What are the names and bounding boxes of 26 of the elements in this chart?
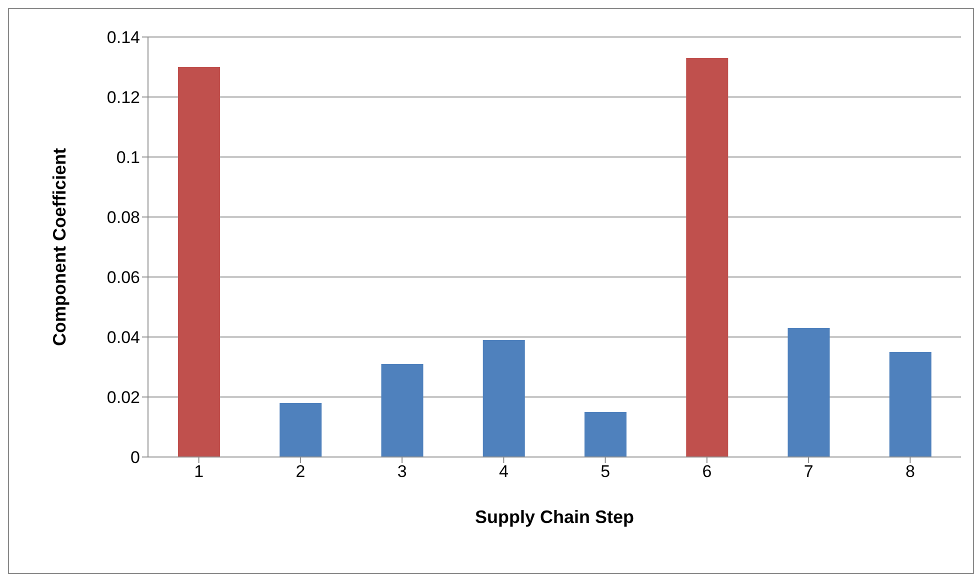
y-tick-label: 0.06 (106, 268, 140, 288)
bar (889, 352, 932, 457)
bar (584, 412, 626, 457)
x-tick-label: 1 (194, 462, 204, 482)
y-axis-title: Component Coefficient (49, 148, 70, 346)
x-tick-label: 3 (397, 462, 407, 482)
y-tick-label: 0.1 (116, 148, 140, 168)
bar (178, 67, 220, 457)
x-axis-title: Supply Chain Step (474, 507, 634, 527)
bar (686, 58, 728, 457)
y-tick-label: 0.12 (106, 88, 140, 108)
x-tick-label: 7 (804, 462, 814, 482)
y-tick-label: 0.04 (106, 328, 140, 348)
bar (280, 403, 322, 457)
x-tick-label: 8 (905, 462, 915, 482)
x-tick-label: 6 (702, 462, 712, 482)
y-tick-label: 0 (130, 448, 140, 468)
y-tick-label: 0.14 (106, 28, 140, 48)
y-tick-label: 0.08 (106, 208, 140, 228)
y-tick-label: 0.02 (106, 388, 140, 408)
bar (381, 364, 424, 457)
x-tick-label: 2 (296, 462, 306, 482)
bar (482, 340, 525, 457)
x-tick-label: 4 (498, 462, 508, 482)
x-tick-label: 5 (600, 462, 610, 482)
bar (788, 328, 830, 457)
